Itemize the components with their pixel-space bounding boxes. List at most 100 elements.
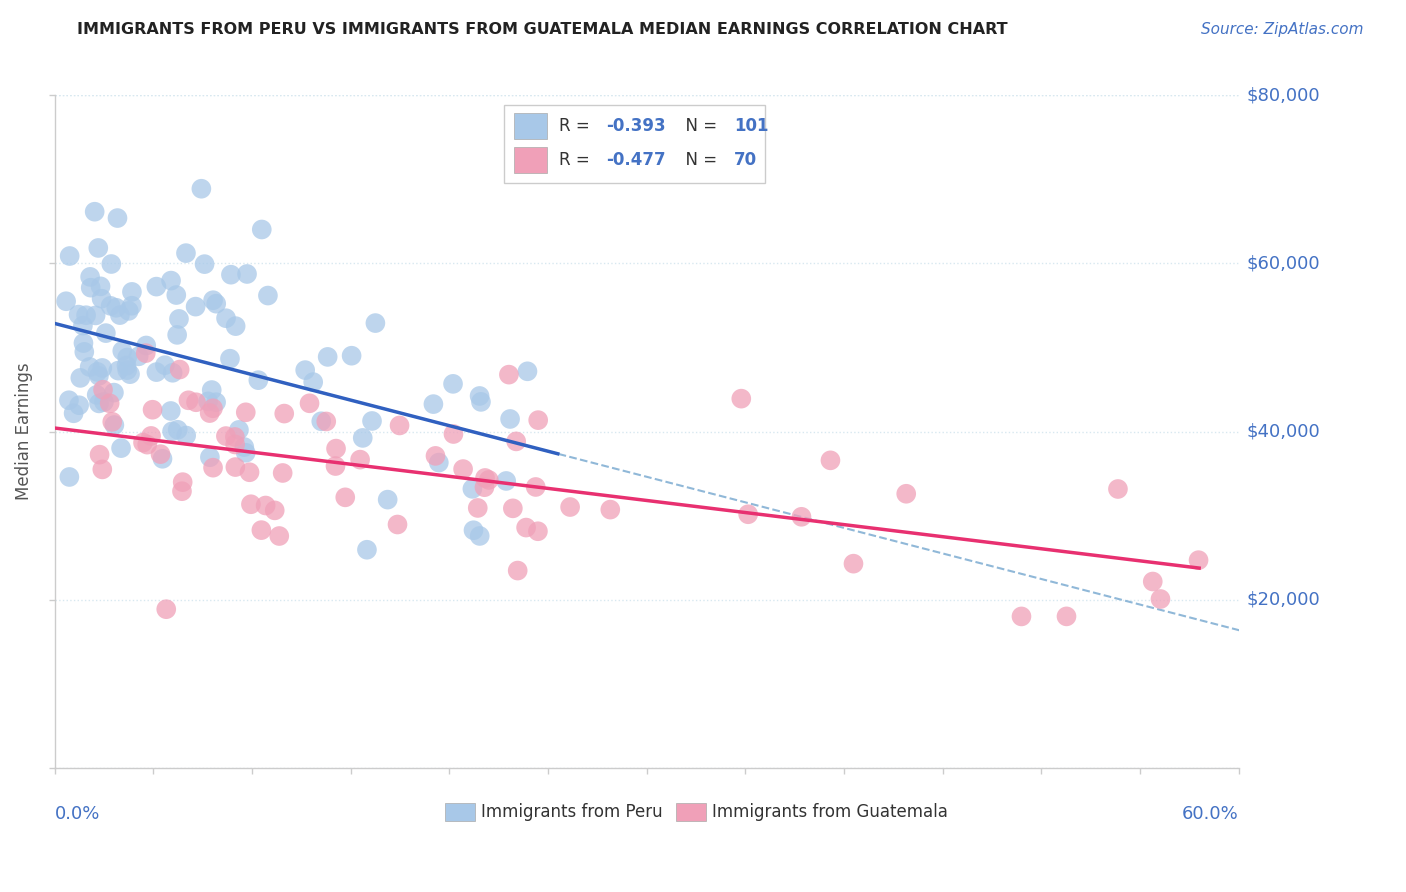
Point [107, 211, 129, 225]
Point [467, 500, 489, 515]
Point [502, 501, 524, 516]
Point [215, 311, 238, 326]
Point [425, 449, 447, 463]
Point [478, 473, 501, 487]
Text: $20,000: $20,000 [1247, 591, 1320, 608]
Point [470, 395, 492, 409]
Point [1142, 574, 1164, 589]
Point [515, 520, 537, 534]
FancyBboxPatch shape [505, 105, 765, 183]
Point [235, 405, 257, 419]
Point [247, 373, 270, 387]
Point [166, 423, 188, 437]
Point [215, 429, 238, 443]
Point [101, 415, 124, 429]
Point [67, 398, 90, 412]
Bar [515, 147, 547, 173]
Point [172, 475, 194, 490]
Point [145, 365, 167, 379]
Point [558, 500, 581, 514]
Point [177, 393, 200, 408]
Point [1187, 553, 1209, 567]
Point [198, 450, 221, 465]
Point [111, 343, 134, 358]
Point [190, 182, 212, 196]
Point [340, 349, 363, 363]
Point [86, 365, 108, 379]
Point [91, 383, 114, 397]
Point [219, 351, 242, 366]
Point [62, 406, 84, 420]
Point [422, 397, 444, 411]
Point [499, 412, 522, 426]
Point [135, 338, 157, 352]
Point [730, 392, 752, 406]
Point [167, 312, 190, 326]
Point [89, 448, 111, 462]
Point [309, 414, 332, 428]
Point [162, 366, 184, 380]
Point [257, 288, 280, 302]
Point [55, 294, 77, 309]
Point [235, 446, 257, 460]
Point [69, 371, 91, 385]
Point [201, 383, 224, 397]
Point [524, 480, 547, 494]
Text: $80,000: $80,000 [1247, 87, 1320, 104]
Point [110, 441, 132, 455]
Point [166, 327, 188, 342]
Point [224, 430, 246, 444]
Point [93, 395, 115, 409]
Point [361, 414, 384, 428]
Point [238, 465, 260, 479]
Point [224, 460, 246, 475]
Point [225, 319, 247, 334]
Bar [446, 803, 475, 822]
Point [527, 413, 550, 427]
Point [527, 524, 550, 539]
Point [58, 470, 80, 484]
Point [443, 427, 465, 442]
Point [139, 429, 162, 443]
Point [250, 523, 273, 537]
Point [468, 389, 491, 403]
Point [155, 602, 177, 616]
Text: N =: N = [675, 117, 723, 135]
Point [820, 453, 842, 467]
Point [302, 375, 325, 389]
Text: 0.0%: 0.0% [55, 805, 100, 822]
Point [115, 363, 138, 377]
Point [239, 497, 262, 511]
Point [107, 363, 129, 377]
Text: 60.0%: 60.0% [1182, 805, 1239, 822]
Point [84, 309, 107, 323]
Point [198, 406, 221, 420]
Text: $60,000: $60,000 [1247, 254, 1320, 272]
Point [254, 499, 277, 513]
Text: 101: 101 [734, 117, 769, 135]
Point [118, 367, 141, 381]
Point [184, 300, 207, 314]
Point [98, 396, 121, 410]
Point [463, 523, 485, 537]
Point [115, 359, 138, 373]
Text: -0.393: -0.393 [606, 117, 666, 135]
Point [141, 402, 163, 417]
Point [468, 529, 491, 543]
Point [128, 349, 150, 363]
Text: Immigrants from Peru: Immigrants from Peru [481, 803, 662, 821]
Point [516, 364, 538, 378]
Point [90, 292, 112, 306]
Point [135, 346, 157, 360]
Point [103, 385, 125, 400]
Point [1056, 609, 1078, 624]
Point [294, 363, 316, 377]
Point [103, 418, 125, 433]
Point [271, 466, 294, 480]
Point [91, 462, 114, 476]
Point [737, 508, 759, 522]
Text: N =: N = [675, 151, 723, 169]
Text: IMMIGRANTS FROM PERU VS IMMIGRANTS FROM GUATEMALA MEDIAN EARNINGS CORRELATION CH: IMMIGRANTS FROM PERU VS IMMIGRANTS FROM … [77, 22, 1008, 37]
Point [115, 351, 138, 365]
Point [100, 257, 122, 271]
